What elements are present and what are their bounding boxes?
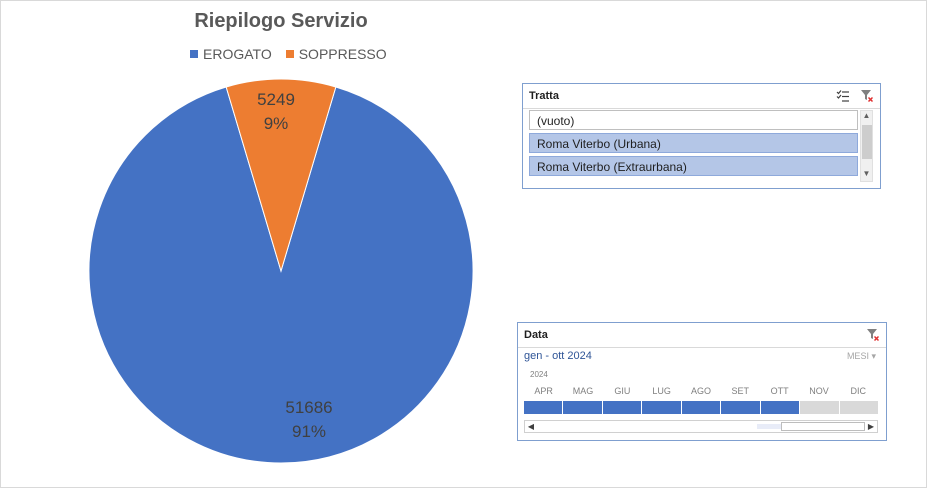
legend-item-soppresso: SOPPRESSO xyxy=(285,46,387,62)
data-timeline[interactable]: Data gen - ott 2024 MESI ▾ 2024 APR MAG … xyxy=(517,322,887,441)
timeline-month-segment[interactable] xyxy=(760,401,800,414)
scrollbar-thumb[interactable] xyxy=(862,125,872,159)
timeline-month-segment[interactable] xyxy=(721,401,760,414)
chart-title: Riepilogo Servizio xyxy=(194,10,368,32)
data-label-soppresso-percent: 9% xyxy=(264,114,289,133)
timeline-bar[interactable] xyxy=(524,401,878,414)
timeline-month-segment[interactable] xyxy=(681,401,721,414)
data-label-erogato-value: 51686 xyxy=(285,398,332,417)
period-label: gen - ott 2024 xyxy=(524,350,592,362)
slicer-items: (vuoto) Roma Viterbo (Urbana) Roma Viter… xyxy=(529,110,858,179)
slicer-item-roma-viterbo-extraurbana[interactable]: Roma Viterbo (Extraurbana) xyxy=(529,156,858,176)
scroll-left-icon[interactable]: ◀ xyxy=(527,422,535,431)
vertical-scrollbar[interactable]: ▲ ▼ xyxy=(860,110,873,182)
pie-slice-erogato[interactable] xyxy=(88,86,474,464)
month-label: APR xyxy=(534,386,553,396)
timeline-month-segment[interactable] xyxy=(602,401,642,414)
legend-label-erogato: EROGATO xyxy=(203,46,272,62)
timeline-month-segment[interactable] xyxy=(642,401,681,414)
timeline-title: Data xyxy=(524,329,548,341)
multi-select-icon[interactable] xyxy=(836,89,850,103)
pie-slice-soppresso[interactable] xyxy=(225,78,337,273)
time-level-dropdown[interactable]: MESI ▾ xyxy=(847,351,876,362)
chevron-down-icon: ▾ xyxy=(871,351,876,361)
month-label: DIC xyxy=(850,386,867,396)
time-level-label: MESI xyxy=(846,351,869,361)
year-label: 2024 xyxy=(530,370,548,379)
timeline-header: Data xyxy=(518,323,886,348)
tratta-slicer[interactable]: Tratta (vuoto) Roma Viterbo (Urbana xyxy=(522,83,881,189)
slicer-header: Tratta xyxy=(523,84,880,109)
legend-swatch-soppresso xyxy=(285,50,294,58)
scroll-up-icon[interactable]: ▲ xyxy=(862,111,871,120)
timeline-month-segment[interactable] xyxy=(563,401,602,414)
slicer-tools xyxy=(836,89,874,103)
month-label: GIU xyxy=(614,386,631,396)
scrollbar-thumb[interactable] xyxy=(781,422,865,431)
chart-legend: EROGATO SOPPRESSO xyxy=(190,46,387,62)
data-label-erogato-percent: 91% xyxy=(292,422,326,441)
month-label: MAG xyxy=(572,386,594,396)
scroll-right-icon[interactable]: ▶ xyxy=(867,422,875,431)
scroll-down-icon[interactable]: ▼ xyxy=(862,169,871,178)
month-label: LUG xyxy=(652,386,671,396)
legend-label-soppresso: SOPPRESSO xyxy=(298,46,387,62)
month-label: AGO xyxy=(690,386,711,396)
slicer-item-vuoto[interactable]: (vuoto) xyxy=(529,110,858,130)
clear-filter-icon[interactable] xyxy=(866,328,880,342)
slicer-item-roma-viterbo-urbana[interactable]: Roma Viterbo (Urbana) xyxy=(529,133,858,153)
timeline-month-segment[interactable] xyxy=(800,401,839,414)
month-label: NOV xyxy=(809,386,829,396)
month-label: SET xyxy=(731,386,750,396)
clear-filter-icon[interactable] xyxy=(860,89,874,103)
horizontal-scrollbar[interactable]: ◀ ▶ xyxy=(524,420,878,433)
month-label: OTT xyxy=(770,386,789,396)
timeline-month-segment[interactable] xyxy=(524,401,563,414)
slicer-title: Tratta xyxy=(529,90,559,102)
legend-item-erogato: EROGATO xyxy=(190,46,272,62)
month-labels: APR MAG GIU LUG AGO SET OTT NOV DIC xyxy=(524,386,878,396)
data-label-soppresso-value: 5249 xyxy=(257,90,295,109)
timeline-month-segment[interactable] xyxy=(839,401,878,414)
legend-swatch-erogato xyxy=(190,50,198,58)
